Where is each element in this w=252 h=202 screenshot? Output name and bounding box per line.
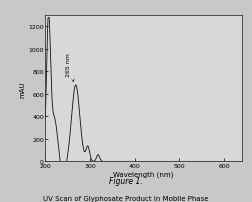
Text: UV Scan of Glyphosate Product in Mobile Phase: UV Scan of Glyphosate Product in Mobile … (43, 195, 209, 201)
Text: 265 nm: 265 nm (66, 53, 74, 82)
Text: Figure 1.: Figure 1. (109, 176, 143, 185)
Y-axis label: mAU: mAU (20, 81, 25, 97)
X-axis label: Wavelength (nm): Wavelength (nm) (113, 171, 174, 177)
